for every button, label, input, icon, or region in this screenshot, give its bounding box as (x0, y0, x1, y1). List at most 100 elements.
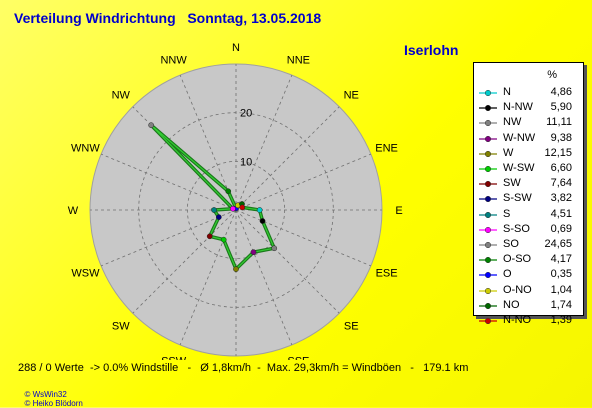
legend-label: N (503, 86, 511, 98)
legend-unit: % (547, 69, 557, 81)
legend-label: O-NO (503, 283, 532, 296)
location-label: Iserlohn (404, 42, 459, 58)
legend-value: 12,15 (544, 146, 572, 159)
legend-value: 7,64 (550, 177, 572, 190)
legend-item: W 12,15 (474, 146, 583, 162)
rose-spoke (235, 209, 372, 267)
legend-label: NO (503, 298, 520, 311)
legend-marker (479, 105, 497, 112)
rose-spoke (179, 74, 237, 211)
legend-label: O (503, 268, 512, 281)
legend-value: 4,51 (550, 207, 572, 220)
direction-label: N (232, 42, 240, 54)
legend-marker (479, 135, 497, 142)
legend-value: 5,90 (550, 101, 572, 114)
legend-label: S-SO (503, 222, 530, 235)
legend: % N 4,86 N-NW 5,90 NW 11,11 W-NW 9,38 W 12,15 W-SW… (473, 62, 584, 326)
legend-value: 1,74 (550, 298, 572, 311)
legend-value: 11,11 (546, 116, 572, 129)
direction-label: NE (344, 90, 359, 102)
direction-label: ENE (375, 143, 398, 155)
legend-marker (479, 257, 497, 264)
rose-spoke (235, 209, 340, 314)
legend-label: S-SW (503, 192, 532, 205)
rose-spoke (100, 209, 237, 267)
rose-spoke (235, 106, 340, 211)
data-point (239, 204, 246, 211)
rose-spoke (132, 209, 237, 314)
direction-label: SE (344, 320, 359, 332)
chart-title: Verteilung Windrichtung Sonntag, 13.05.2… (14, 10, 322, 26)
legend-item: SO 24,65 (474, 237, 583, 253)
data-point (250, 249, 257, 256)
legend-item: O 0,35 (474, 267, 583, 283)
legend-label: W-NW (503, 131, 536, 144)
legend-item: S-SW 3,82 (474, 191, 583, 207)
legend-item: O-NO 1,04 (474, 283, 583, 299)
legend-value: 4,17 (550, 253, 572, 266)
legend-item: S 4,51 (474, 207, 583, 223)
data-point (225, 188, 232, 195)
legend-marker (479, 165, 497, 173)
legend-marker (479, 150, 497, 157)
legend-marker (479, 287, 497, 294)
rose-spoke (235, 153, 372, 211)
direction-label: WNW (71, 143, 100, 155)
legend-value: 1,04 (550, 283, 572, 296)
credit-wswin: © WsWin32 (24, 390, 67, 399)
legend-marker (479, 317, 497, 325)
ring-label: 20 (240, 108, 252, 120)
legend-value: 6,60 (550, 162, 572, 174)
data-point (256, 207, 263, 213)
data-point (233, 266, 239, 272)
legend-value: 9,38 (550, 131, 572, 144)
wind-rose-chart: 1020NNNENEENEEESESESSESSSWSWWSWWWNWNWNNW (68, 42, 403, 360)
footer-stats: 288 / 0 Werte -> 0.0% Windstille - Ø 1,8… (18, 362, 469, 374)
legend-value: 0,69 (550, 222, 572, 235)
legend-item: N-NO 1,39 (474, 313, 583, 329)
legend-item: N-NW 5,90 (474, 100, 583, 116)
data-point (148, 122, 155, 129)
direction-label: SSE (287, 356, 309, 360)
legend-label: NW (503, 116, 522, 129)
legend-label: W-SW (503, 162, 535, 174)
data-point (211, 207, 217, 213)
legend-marker (479, 196, 497, 203)
direction-label: NW (112, 90, 131, 102)
legend-marker (479, 211, 497, 218)
legend-marker (479, 89, 497, 97)
legend-value: 0,35 (550, 268, 572, 281)
data-point (230, 205, 236, 212)
data-point (259, 218, 266, 224)
direction-label: WSW (71, 267, 100, 279)
legend-label: O-SO (503, 253, 532, 266)
ring-label: 10 (240, 156, 252, 168)
direction-label: NNE (287, 54, 310, 66)
legend-value: 4,86 (550, 86, 572, 98)
direction-label: E (395, 205, 402, 217)
legend-marker (479, 120, 497, 127)
legend-item: S-SO 0,69 (474, 222, 583, 238)
legend-value: 24,65 (544, 238, 572, 250)
direction-label: W (68, 205, 79, 217)
legend-label: SO (503, 238, 519, 250)
legend-item: W-NW 9,38 (474, 131, 583, 147)
legend-marker (479, 272, 497, 279)
legend-item: NO 1,74 (474, 298, 583, 314)
direction-label: NNW (160, 54, 187, 66)
legend-item: W-SW 6,60 (474, 161, 583, 177)
legend-item: N 4,86 (474, 85, 583, 101)
legend-label: N-NO (503, 314, 532, 326)
data-point (206, 233, 213, 240)
legend-label: S (503, 207, 511, 220)
legend-label: N-NW (503, 101, 533, 114)
legend-value: 3,82 (550, 192, 572, 205)
rose-spoke (179, 209, 237, 346)
direction-label: SW (112, 320, 130, 332)
legend-item: SW 7,64 (474, 176, 583, 192)
legend-item: NW 11,11 (474, 115, 583, 131)
direction-label: SSW (161, 356, 187, 360)
data-point (215, 214, 222, 220)
data-point (220, 236, 227, 243)
legend-marker (479, 302, 497, 309)
